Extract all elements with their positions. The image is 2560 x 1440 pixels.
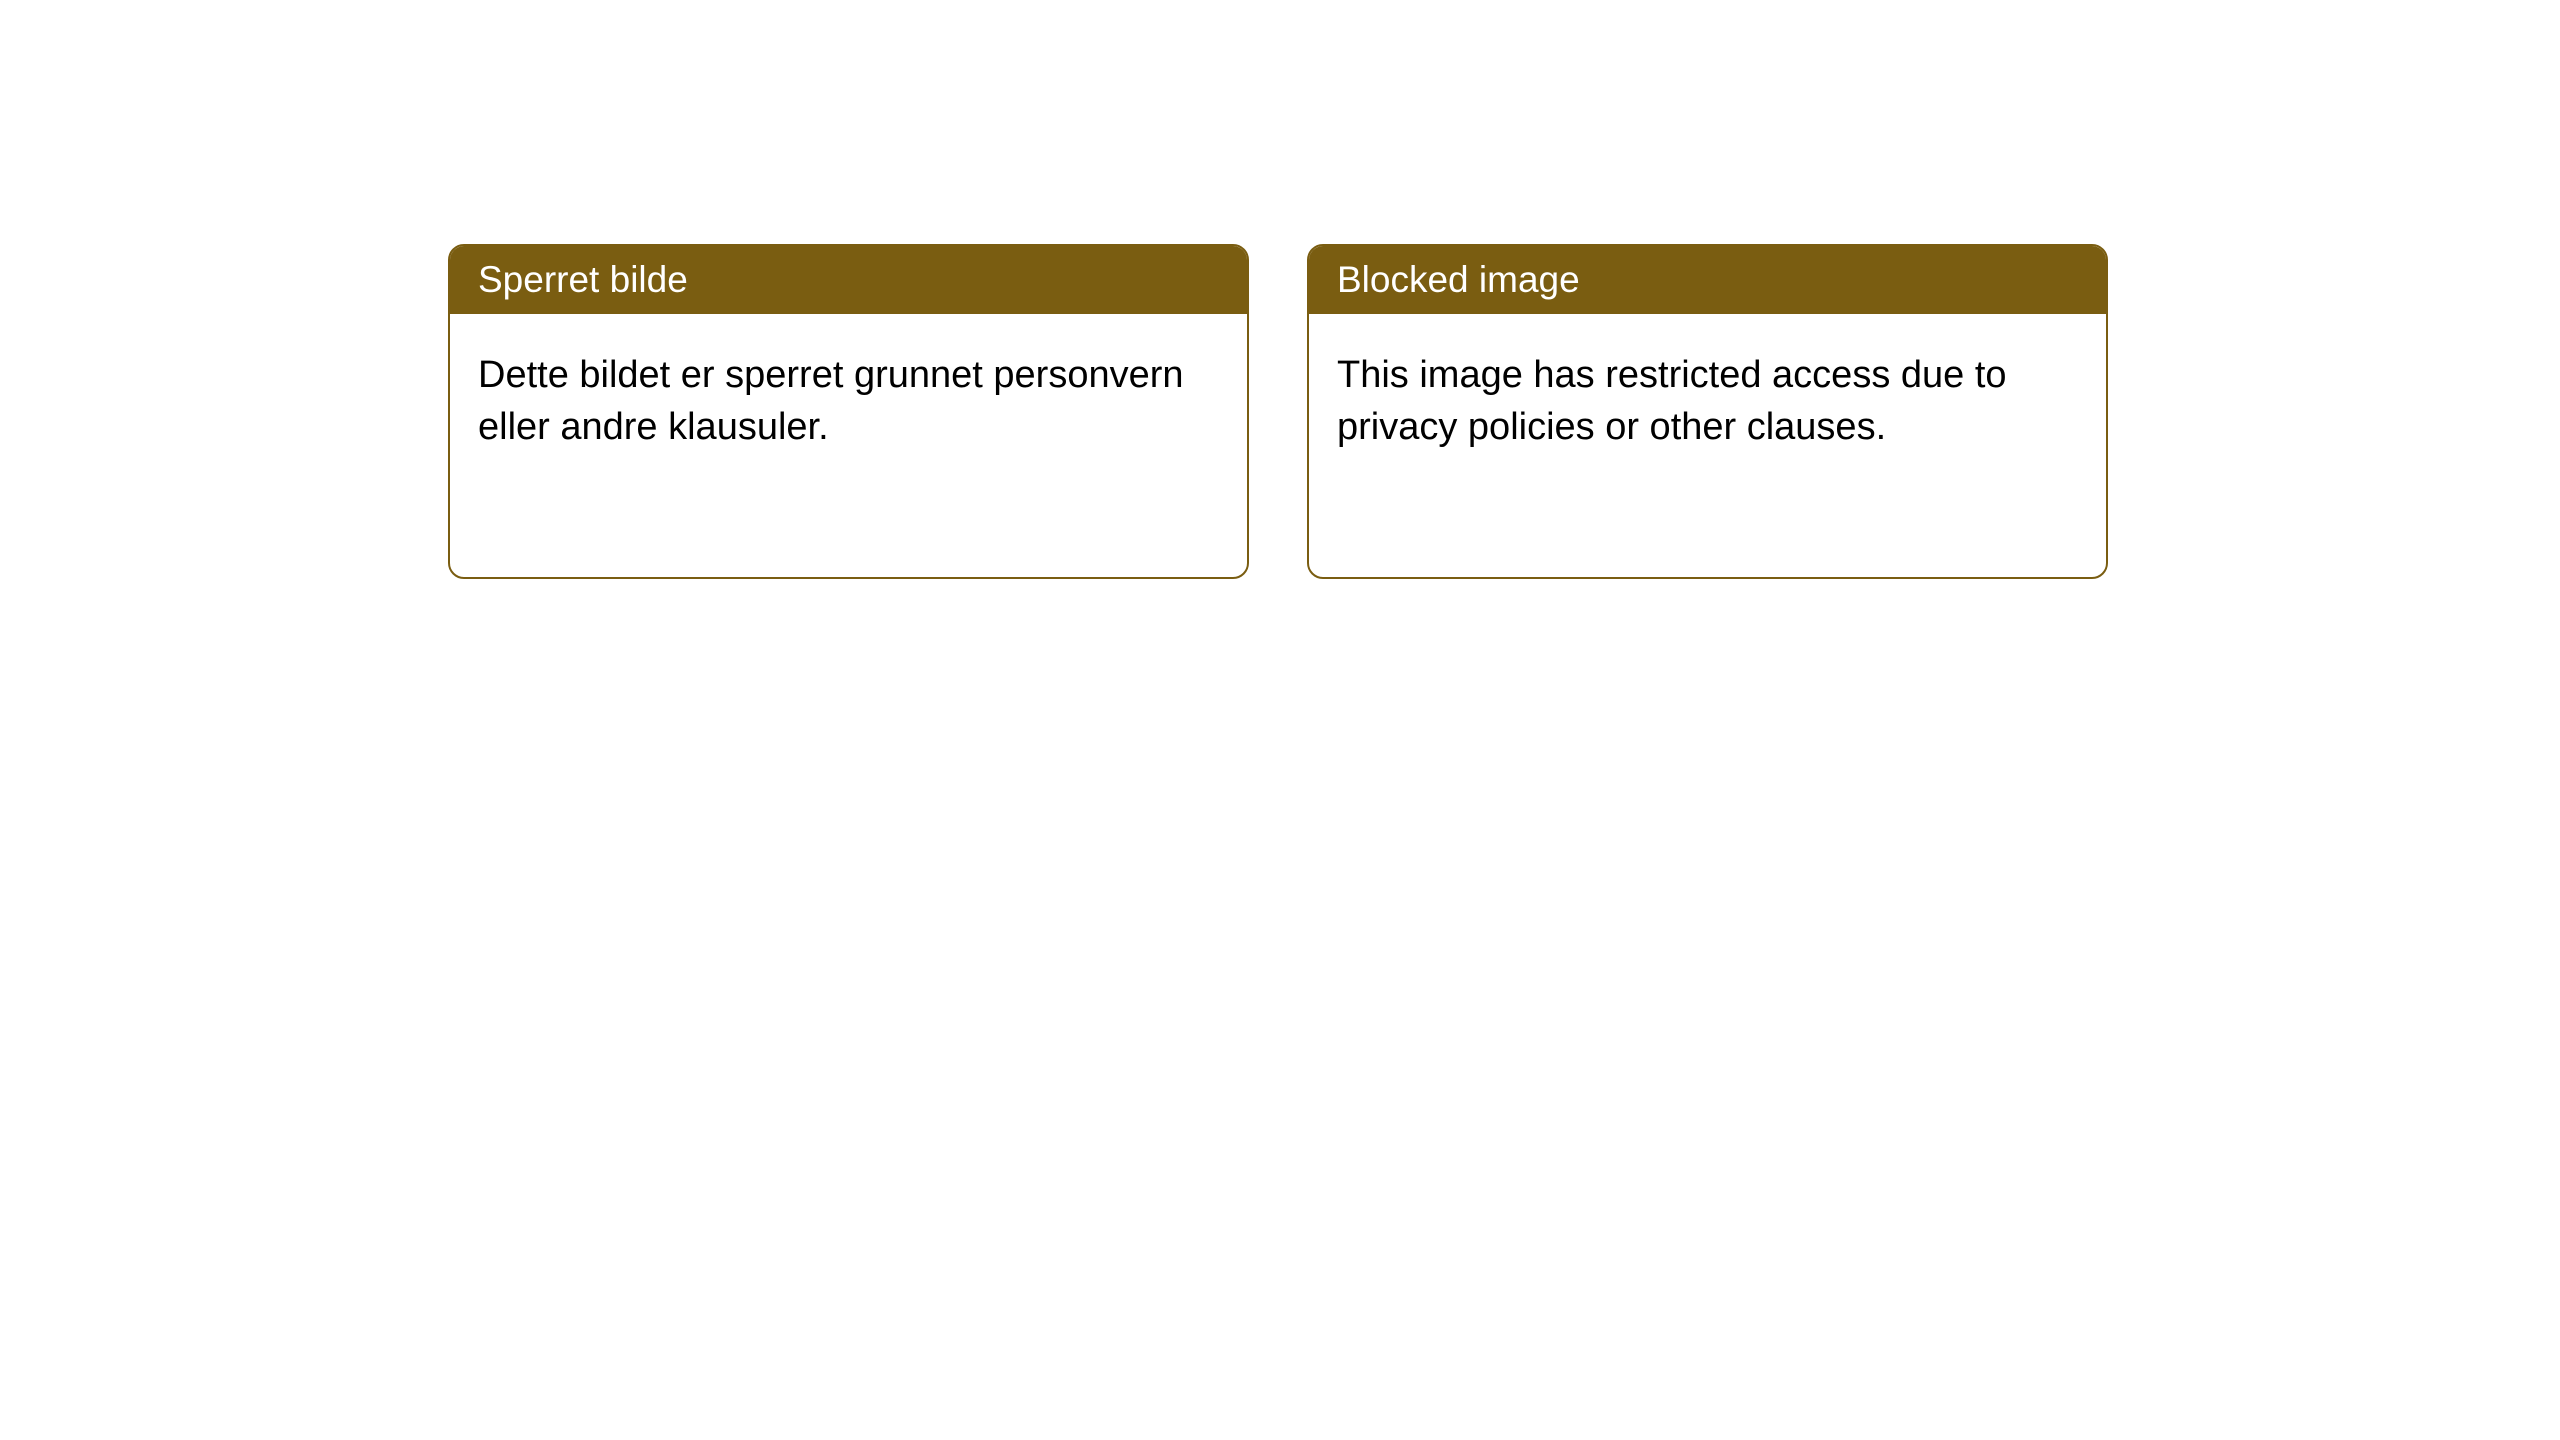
notice-container: Sperret bilde Dette bildet er sperret gr… xyxy=(448,244,2108,579)
notice-card-english: Blocked image This image has restricted … xyxy=(1307,244,2108,579)
card-header: Sperret bilde xyxy=(450,246,1247,314)
card-title: Sperret bilde xyxy=(478,259,688,300)
card-body-text: Dette bildet er sperret grunnet personve… xyxy=(478,354,1184,447)
card-body: Dette bildet er sperret grunnet personve… xyxy=(450,314,1247,489)
card-title: Blocked image xyxy=(1337,259,1580,300)
card-body: This image has restricted access due to … xyxy=(1309,314,2106,489)
card-header: Blocked image xyxy=(1309,246,2106,314)
card-body-text: This image has restricted access due to … xyxy=(1337,354,2007,447)
notice-card-norwegian: Sperret bilde Dette bildet er sperret gr… xyxy=(448,244,1249,579)
